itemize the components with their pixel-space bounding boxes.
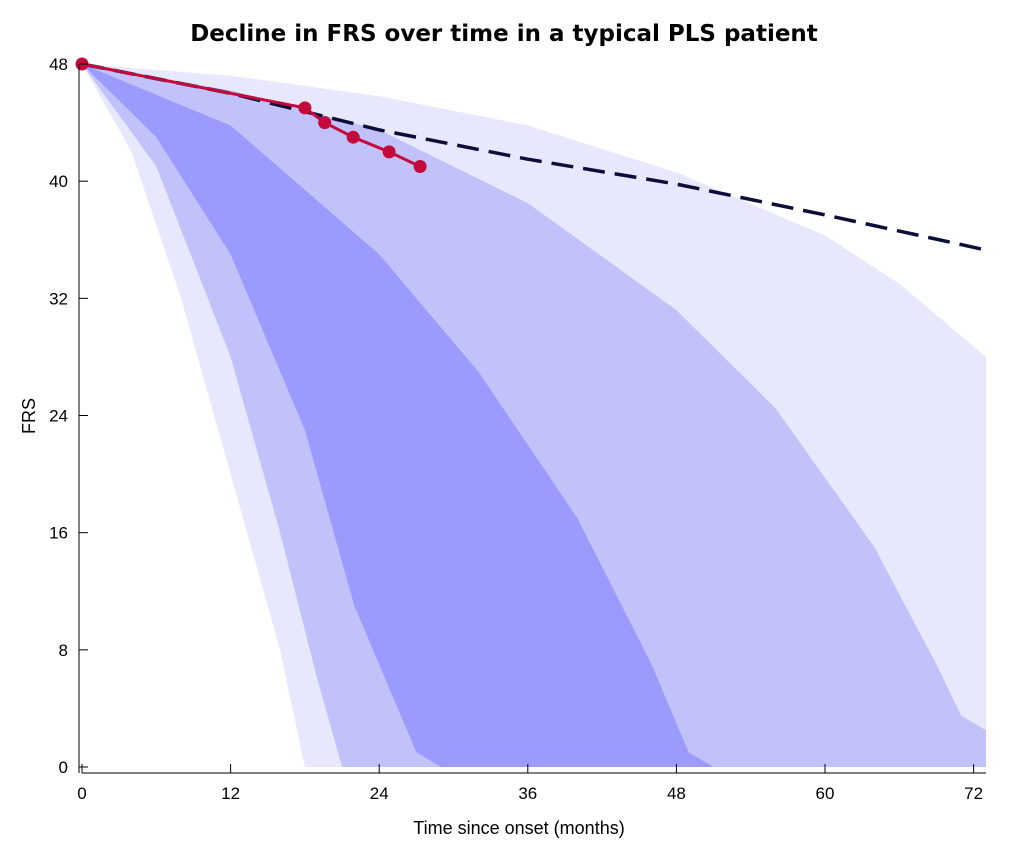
x-tick-label-0: 0 bbox=[77, 784, 86, 803]
x-tick-label-48: 48 bbox=[667, 784, 686, 803]
plot-area bbox=[75, 57, 987, 767]
prediction-line bbox=[81, 62, 987, 252]
y-axis-label: FRS bbox=[19, 398, 39, 434]
x-tick-label-60: 60 bbox=[816, 784, 835, 803]
y-tick-label-16: 16 bbox=[49, 524, 68, 543]
observed-point-4 bbox=[382, 145, 396, 159]
x-tick-label-72: 72 bbox=[964, 784, 983, 803]
x-tick-label-12: 12 bbox=[221, 784, 240, 803]
y-axis: 0 8 16 24 32 40 48 bbox=[49, 55, 88, 777]
observed-point-5 bbox=[413, 160, 427, 173]
x-tick-label-24: 24 bbox=[370, 784, 389, 803]
observed-point-1 bbox=[298, 101, 312, 115]
y-tick-label-8: 8 bbox=[59, 641, 68, 660]
y-tick-label-32: 32 bbox=[49, 289, 68, 308]
y-tick-label-24: 24 bbox=[49, 407, 68, 426]
observed-point-3 bbox=[346, 130, 360, 144]
y-tick-label-40: 40 bbox=[49, 172, 68, 191]
x-axis-label: Time since onset (months) bbox=[413, 818, 624, 838]
y-tick-label-0: 0 bbox=[59, 758, 68, 777]
y-tick-label-48: 48 bbox=[49, 55, 68, 74]
x-tick-label-36: 36 bbox=[518, 784, 537, 803]
chart-title: Decline in FRS over time in a typical PL… bbox=[190, 21, 818, 47]
confidence-band-3 bbox=[82, 64, 714, 767]
observed-point-2 bbox=[318, 116, 332, 130]
x-axis: 0 12 24 36 48 60 72 bbox=[77, 764, 986, 803]
